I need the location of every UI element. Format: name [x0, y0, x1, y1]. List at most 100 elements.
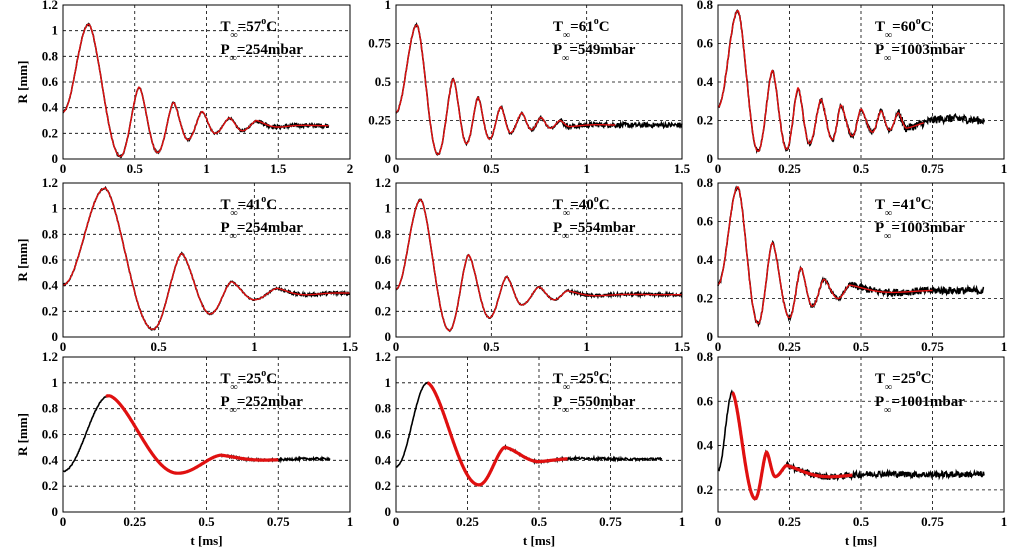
y-tick-label: 0.6: [42, 427, 59, 442]
x-tick-label: 1: [679, 514, 686, 529]
y-tick-label: 0.6: [42, 74, 59, 89]
y-tick-label: 0.6: [697, 36, 714, 51]
x-tick-label: 0.5: [853, 161, 870, 176]
x-tick-label: 0.5: [531, 514, 548, 529]
x-tick-label: 0.75: [267, 514, 290, 529]
temperature-annotation: T∞=57oC: [221, 16, 278, 41]
pressure-annotation: P∞=254mbar: [221, 42, 304, 64]
y-tick-label: 0.8: [42, 48, 59, 63]
pressure-annotation: P∞=549mbar: [553, 42, 636, 64]
axes-frame: [395, 4, 683, 160]
y-tick-label: 1: [52, 201, 59, 216]
temperature-annotation: T∞=40oC: [553, 194, 610, 219]
pressure-annotation: P∞=254mbar: [221, 220, 304, 242]
y-tick-label: 1: [385, 0, 392, 12]
x-tick-label: 1: [347, 514, 354, 529]
x-tick-label: 0: [393, 514, 400, 529]
pressure-annotation: P∞=252mbar: [221, 394, 304, 416]
y-tick-label: 0.8: [375, 401, 392, 416]
chart-panel: 0 0.25 0.5 0.75 1 0.2 0.4 0.6 0.8 T∞=25oCP∞=1001m…: [697, 349, 1008, 548]
y-tick-label: 0.5: [375, 74, 392, 89]
x-tick-label: 1: [203, 161, 210, 176]
model-series: [717, 10, 925, 153]
axes-frame: [62, 182, 351, 338]
y-tick-label: 1.2: [42, 349, 58, 364]
x-tick-label: 0.75: [921, 514, 944, 529]
x-tick-label: 0: [715, 514, 722, 529]
chart-panel: 0 0.25 0.5 0.75 1 0 0.2 0.4 0.6 0.8 T∞=41oCP∞=1003…: [697, 175, 1008, 354]
temperature-annotation: T∞=41oC: [221, 194, 278, 219]
x-tick-label: 0.5: [127, 161, 144, 176]
y-tick-label: 0: [385, 504, 392, 519]
y-tick-label: 0.6: [375, 427, 392, 442]
pressure-annotation: P∞=1003mbar: [875, 42, 965, 64]
pressure-annotation: P∞=550mbar: [553, 394, 636, 416]
pressure-annotation: P∞=1001mbar: [875, 394, 965, 416]
y-tick-label: 1: [52, 375, 59, 390]
y-tick-label: 0.2: [42, 478, 58, 493]
y-tick-label: 1: [52, 23, 59, 38]
chart-panel: 0 0.5 1 1.5 2 0 0.2 0.4 0.6 0.8 1 1.2 T∞=57oCP∞=254m…: [15, 0, 353, 176]
chart-panel: 0 0.5 1 1.5 0 0.2 0.4 0.6 0.8 1 1.2 T∞=40oCP∞=554mb…: [375, 175, 691, 354]
x-tick-label: 1: [251, 339, 258, 354]
temperature-annotation: T∞=41oC: [875, 194, 932, 219]
y-tick-label: 0.2: [42, 303, 58, 318]
x-tick-label: 0.5: [151, 339, 168, 354]
y-tick-label: 0: [52, 504, 59, 519]
axes-frame: [62, 356, 351, 513]
x-tick-label: 1: [583, 161, 590, 176]
x-tick-label: 0.5: [853, 339, 870, 354]
x-tick-label: 0.5: [483, 161, 500, 176]
chart-panel: 0 0.25 0.5 0.75 1 0 0.2 0.4 0.6 0.8 1 1.2 T∞=25oCP∞=…: [375, 349, 686, 548]
pressure-annotation: P∞=554mbar: [553, 220, 636, 242]
x-tick-label: 0: [60, 161, 67, 176]
chart-panel: 0 0.25 0.5 0.75 1 0 0.2 0.4 0.6 0.8 1 1.2 T∞=25oCP∞=…: [15, 349, 353, 548]
x-tick-label: 2: [347, 161, 354, 176]
y-tick-label: 0.2: [375, 478, 391, 493]
x-tick-label: 0.25: [456, 514, 479, 529]
measured-series: [395, 22, 683, 157]
y-tick-label: 1.2: [42, 0, 58, 12]
y-tick-label: 0.2: [697, 113, 713, 128]
y-tick-label: 1: [385, 201, 392, 216]
y-tick-label: 1.2: [375, 349, 391, 364]
x-tick-label: 0.5: [853, 514, 870, 529]
x-tick-label: 0: [60, 514, 67, 529]
axes-frame: [717, 4, 1005, 160]
chart-panel: 0 0.25 0.5 0.75 1 0 0.2 0.4 0.6 0.8 T∞=60oCP∞=1003…: [697, 0, 1008, 176]
y-tick-label: 0: [385, 329, 392, 344]
y-tick-label: 0: [707, 151, 714, 166]
y-tick-label: 0.8: [42, 226, 59, 241]
y-tick-label: 0.2: [697, 482, 713, 497]
axes-frame: [395, 356, 683, 513]
x-tick-label: 1.5: [674, 161, 691, 176]
model-series: [62, 23, 329, 158]
y-tick-label: 1.2: [375, 175, 391, 190]
x-tick-label: 0.25: [778, 514, 801, 529]
y-tick-label: 0: [52, 151, 59, 166]
x-tick-label: 0: [393, 339, 400, 354]
x-tick-label: 0.75: [921, 339, 944, 354]
x-tick-label: 0.75: [599, 514, 622, 529]
y-tick-label: 1.2: [42, 175, 58, 190]
y-tick-label: 0.4: [375, 278, 392, 293]
temperature-annotation: T∞=25oC: [553, 368, 610, 393]
x-tick-label: 1.5: [270, 161, 287, 176]
temperature-annotation: T∞=25oC: [221, 368, 278, 393]
y-tick-label: 0.4: [697, 74, 714, 89]
axes-frame: [717, 356, 1005, 513]
x-tick-label: 0.5: [483, 339, 500, 354]
y-tick-label: 0.6: [42, 252, 59, 267]
model-series: [395, 24, 616, 156]
y-tick-label: 0.6: [697, 393, 714, 408]
y-tick-label: 0.8: [697, 0, 714, 12]
y-tick-label: 0.4: [375, 452, 392, 467]
x-tick-label: 0: [715, 339, 722, 354]
temperature-annotation: T∞=60oC: [875, 16, 932, 41]
x-tick-label: 0.25: [778, 339, 801, 354]
y-tick-label: 0.8: [375, 226, 392, 241]
y-tick-label: 0.8: [697, 175, 714, 190]
y-tick-label: 0.4: [42, 278, 59, 293]
temperature-annotation: T∞=61oC: [553, 16, 610, 41]
y-axis-label: R [mm]: [15, 61, 30, 104]
